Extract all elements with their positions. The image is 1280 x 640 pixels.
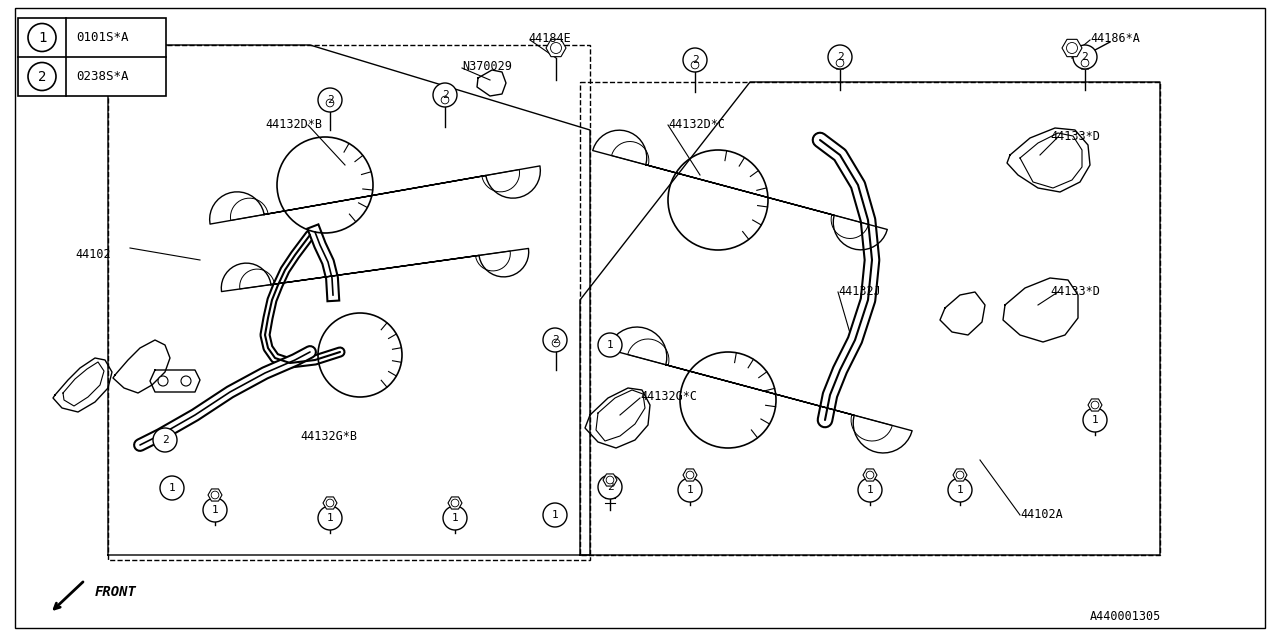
Circle shape: [160, 476, 184, 500]
Text: 44102A: 44102A: [1020, 508, 1062, 521]
Polygon shape: [547, 39, 566, 57]
Circle shape: [157, 376, 168, 386]
Circle shape: [211, 491, 219, 499]
Text: 44133*D: 44133*D: [1050, 285, 1100, 298]
Circle shape: [154, 428, 177, 452]
Circle shape: [598, 475, 622, 499]
Polygon shape: [448, 497, 462, 509]
Text: N370029: N370029: [462, 60, 512, 73]
Circle shape: [317, 506, 342, 530]
Circle shape: [691, 61, 699, 69]
Text: 0101S*A: 0101S*A: [76, 31, 128, 44]
Text: 2: 2: [691, 55, 699, 65]
Circle shape: [956, 471, 964, 479]
Circle shape: [678, 478, 701, 502]
Text: A440001305: A440001305: [1091, 610, 1161, 623]
Circle shape: [836, 59, 844, 67]
Text: 1: 1: [686, 485, 694, 495]
Text: 2: 2: [161, 435, 169, 445]
Circle shape: [204, 498, 227, 522]
Polygon shape: [954, 469, 966, 481]
Circle shape: [1073, 45, 1097, 69]
Circle shape: [443, 506, 467, 530]
Text: 2: 2: [38, 70, 46, 83]
Circle shape: [28, 24, 56, 51]
Text: 2: 2: [326, 95, 333, 105]
Circle shape: [858, 478, 882, 502]
Text: 2: 2: [1082, 52, 1088, 62]
Circle shape: [828, 45, 852, 69]
Circle shape: [598, 333, 622, 357]
Bar: [108, 45, 590, 560]
Circle shape: [326, 99, 334, 107]
Circle shape: [867, 471, 874, 479]
Polygon shape: [1062, 39, 1082, 57]
Circle shape: [543, 503, 567, 527]
Text: 44184E: 44184E: [529, 32, 571, 45]
Text: 1: 1: [326, 513, 333, 523]
Text: 44132D*C: 44132D*C: [668, 118, 724, 131]
Text: 44132G*B: 44132G*B: [300, 430, 357, 443]
Text: 44132J: 44132J: [838, 285, 881, 298]
Circle shape: [552, 339, 559, 347]
Text: 1: 1: [452, 513, 458, 523]
Polygon shape: [549, 337, 563, 349]
Text: 1: 1: [552, 510, 558, 520]
Circle shape: [433, 83, 457, 107]
Polygon shape: [833, 57, 847, 69]
Polygon shape: [438, 94, 452, 106]
Text: 44132G*C: 44132G*C: [640, 390, 698, 403]
Bar: [18, 18, 166, 96]
Text: 1: 1: [607, 340, 613, 350]
Polygon shape: [1088, 399, 1102, 411]
Text: 2: 2: [442, 90, 448, 100]
Circle shape: [543, 328, 567, 352]
Circle shape: [550, 42, 562, 54]
Polygon shape: [689, 59, 701, 71]
Polygon shape: [603, 474, 617, 486]
Text: 2: 2: [837, 52, 844, 62]
Text: 1: 1: [169, 483, 175, 493]
Text: 1: 1: [211, 505, 219, 515]
Circle shape: [1083, 408, 1107, 432]
Text: FRONT: FRONT: [95, 585, 137, 599]
Circle shape: [317, 88, 342, 112]
Text: 1: 1: [956, 485, 964, 495]
Circle shape: [684, 48, 707, 72]
Polygon shape: [323, 97, 337, 109]
Circle shape: [1091, 401, 1098, 409]
Text: 2: 2: [552, 335, 558, 345]
Circle shape: [442, 96, 449, 104]
Text: 1: 1: [867, 485, 873, 495]
Polygon shape: [684, 469, 698, 481]
Circle shape: [326, 499, 334, 507]
Text: 44186*A: 44186*A: [1091, 32, 1140, 45]
Text: 44133*D: 44133*D: [1050, 130, 1100, 143]
Circle shape: [180, 376, 191, 386]
Text: 44102: 44102: [76, 248, 110, 261]
Polygon shape: [863, 469, 877, 481]
Text: 1: 1: [1092, 415, 1098, 425]
Polygon shape: [1078, 57, 1092, 69]
Polygon shape: [323, 497, 337, 509]
Text: 44132D*B: 44132D*B: [265, 118, 323, 131]
Circle shape: [607, 476, 614, 484]
Circle shape: [1082, 59, 1089, 67]
Circle shape: [451, 499, 458, 507]
Circle shape: [686, 471, 694, 479]
Text: 0238S*A: 0238S*A: [76, 70, 128, 83]
Text: 1: 1: [38, 31, 46, 45]
Circle shape: [28, 63, 56, 90]
Circle shape: [948, 478, 972, 502]
Polygon shape: [209, 489, 221, 501]
Circle shape: [1066, 42, 1078, 54]
Text: 2: 2: [607, 482, 613, 492]
Bar: [580, 82, 1160, 555]
